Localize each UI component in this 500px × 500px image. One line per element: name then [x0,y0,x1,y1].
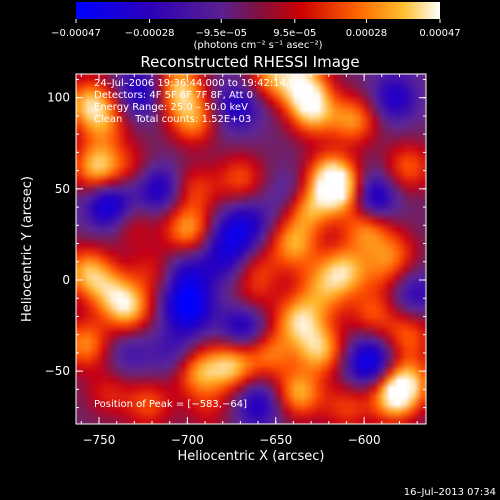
x-axis-label: Heliocentric X (arcsec) [178,449,325,464]
colorbar [76,2,440,19]
annotation-energy: Energy Range: 25.0 – 50.0 keV [94,102,248,113]
colorbar-tick-label: −0.00047 [51,28,101,39]
annotation-detectors: Detectors: 4F 5F 6F 7F 8F, Att 0 [94,90,253,101]
y-axis-ticks: −50 0 50 100 [45,78,426,409]
footer-timestamp: 16–Jul–2013 07:34 [404,487,496,498]
chart-title: Reconstructed RHESSI Image [140,53,359,71]
y-tick-label: 100 [47,91,70,105]
colorbar-ticks: −0.00047 −0.00028 −9.5e−05 9.5e−05 0.00028 0.… [51,19,461,39]
colorbar-tick-label: −9.5e−05 [195,28,247,39]
colorbar-tick-label: 0.00047 [419,28,460,39]
plot-area: −750 −700 −650 −600 −50 0 50 100 24–Jul–2006 1… [45,73,427,447]
annotation-peak: Position of Peak = [−583,−64] [94,399,247,410]
x-tick-label: −650 [259,433,292,447]
colorbar-tick-label: 0.00028 [346,28,387,39]
x-tick-label: −700 [171,433,204,447]
annotation-clean: Clean Total counts: 1.52E+03 [94,114,251,125]
heatmap-image [76,74,426,424]
x-axis-ticks: −750 −700 −650 −600 [80,74,418,447]
plot-frame [75,73,427,425]
y-axis-label: Heliocentric Y (arcsec) [20,176,35,322]
y-tick-label: −50 [45,364,70,378]
x-tick-label: −600 [348,433,381,447]
annotation-time: 24–Jul–2006 19:36:44.000 to 19:42:14.000 [94,78,308,89]
colorbar-tick-label: 9.5e−05 [273,28,316,39]
y-tick-label: 0 [62,273,70,287]
x-tick-label: −750 [82,433,115,447]
colorbar-tick-label: −0.00028 [125,28,175,39]
y-tick-label: 50 [55,182,70,196]
colorbar-unit-label: (photons cm⁻² s⁻¹ asec⁻²) [193,40,322,51]
